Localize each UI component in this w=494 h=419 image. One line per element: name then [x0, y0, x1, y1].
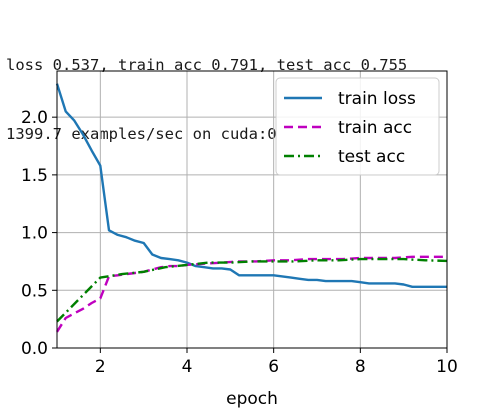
y-tick-label: 2.0 — [21, 108, 48, 128]
plot-frame — [56, 70, 448, 349]
x-tick-label: 10 — [436, 357, 458, 377]
y-tick-label: 0.0 — [21, 339, 48, 359]
training-stats: loss 0.537, train acc 0.791, test acc 0.… — [6, 8, 407, 169]
y-tick-label: 0.5 — [21, 281, 48, 301]
x-tick-label: 2 — [95, 357, 106, 377]
series-lines — [55, 83, 448, 333]
legend: train loss train acc test acc — [275, 77, 440, 176]
legend-label: train acc — [338, 118, 412, 138]
x-tick-label: 6 — [268, 357, 279, 377]
x-tick-label: 8 — [355, 357, 366, 377]
y-tick-label: 1.5 — [21, 166, 48, 186]
x-tick-label: 4 — [182, 357, 193, 377]
series-line-test-acc — [56, 257, 448, 323]
x-axis-label: epoch — [226, 389, 278, 409]
axis-ticks: 2 4 6 8 10 0.0 0.5 1.0 1.5 2.0 — [21, 108, 458, 377]
speed-line: 1399.7 examples/sec on cuda:0 — [6, 125, 277, 143]
metrics-line: loss 0.537, train acc 0.791, test acc 0.… — [6, 56, 408, 74]
legend-label: train loss — [338, 89, 416, 109]
legend-box — [275, 77, 440, 176]
series-line-train-loss — [55, 83, 447, 288]
series-line-train-acc — [55, 255, 447, 333]
y-tick-label: 1.0 — [21, 224, 48, 244]
legend-label: test acc — [338, 147, 405, 167]
